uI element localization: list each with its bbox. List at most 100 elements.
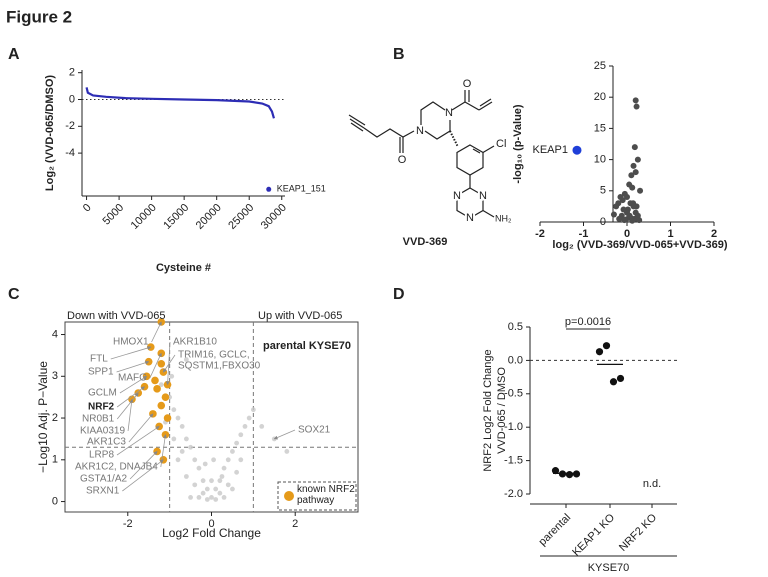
data-point: [200, 478, 206, 484]
data-point: [183, 436, 189, 442]
x-tick-label: 2: [711, 228, 717, 240]
data-point: [238, 457, 244, 463]
data-point: [188, 494, 193, 500]
x-tick-label: -2: [535, 228, 545, 240]
y-tick-label: -1.0: [504, 421, 523, 433]
annotation-arrow: [116, 360, 150, 373]
data-point: [169, 373, 175, 379]
atom-label: N: [453, 190, 461, 202]
atom-label: N: [416, 125, 424, 137]
annotation-label: MAFG: [118, 373, 147, 384]
y-axis-title: -log₁₀ (p-Value): [512, 104, 524, 184]
data-point: [157, 359, 166, 368]
y-tick-label: 2: [52, 412, 58, 424]
data-point: [192, 457, 198, 463]
annotation-label: AKR1C3: [87, 437, 126, 448]
point-label: KEAP1_151: [277, 184, 326, 194]
y-tick-label: -1.5: [504, 455, 523, 467]
data-point: [632, 169, 639, 176]
data-point: [637, 187, 644, 194]
y-tick-label: 1: [52, 454, 58, 466]
data-point: [204, 486, 210, 492]
data-point: [629, 217, 636, 224]
y-tick-label: 10: [594, 154, 606, 166]
data-point: [171, 436, 177, 442]
annotation-arrow: [149, 352, 162, 379]
atom-label: N: [466, 212, 474, 224]
annotation-label: AKR1C2, DNAJB4: [75, 462, 158, 473]
x-tick-label: 1: [667, 228, 673, 240]
data-point: [225, 482, 231, 488]
data-point: [192, 482, 198, 488]
data-point: [628, 172, 635, 179]
data-point: [284, 449, 290, 454]
y-tick-label: 0.5: [508, 321, 523, 333]
data-point: [631, 144, 638, 151]
data-point: [159, 368, 168, 376]
chemical-structure: [348, 90, 495, 219]
region-label: Up with VVD-065: [258, 310, 342, 322]
data-point: [183, 474, 189, 479]
x-tick-label: 15000: [161, 202, 191, 232]
data-point: [196, 465, 202, 471]
data-point: [200, 490, 206, 496]
y-tick-label: 0: [52, 495, 58, 507]
data-point: [602, 342, 611, 350]
nd-label: n.d.: [643, 478, 661, 490]
y-tick-label: 5: [600, 185, 606, 197]
data-point: [630, 162, 637, 169]
data-point: [636, 217, 643, 224]
data-point: [183, 357, 189, 362]
y-tick-label: 0: [69, 93, 75, 105]
data-point: [551, 467, 560, 475]
data-point: [572, 470, 581, 478]
data-line: [85, 87, 275, 119]
data-point: [246, 415, 252, 421]
data-point: [209, 494, 214, 500]
x-tick-label: 0: [81, 202, 94, 215]
x-tick-label: KEAP1 KO: [570, 511, 617, 558]
data-point: [153, 385, 161, 393]
atom-labels: O N N O Cl N N N NH₂ VVD-369: [398, 78, 512, 248]
data-point: [610, 211, 617, 218]
data-point: [250, 407, 256, 413]
atom-label: O: [463, 78, 472, 90]
p-value-label: p=0.0016: [565, 316, 611, 328]
annotation-arrow: [122, 459, 164, 492]
legend-label: known NRF2 pathway: [297, 484, 355, 506]
data-point: [202, 461, 208, 467]
annotation-label: KIAA0319: [80, 426, 125, 437]
annotation-label: HMOX1: [113, 337, 149, 348]
data-point: [157, 401, 166, 410]
annotation-arrow: [165, 341, 171, 386]
y-tick-label: -2.0: [504, 488, 523, 500]
x-tick-label: parental: [537, 512, 574, 549]
annotation-arrow: [110, 346, 152, 360]
data-point: [617, 194, 624, 201]
atom-label: N: [445, 107, 453, 119]
annotation-arrow: [162, 354, 176, 373]
data-point: [234, 440, 240, 446]
data-point: [209, 478, 214, 484]
annotation-label: SRXN1: [86, 486, 120, 497]
data-point: [633, 103, 640, 110]
data-point: [225, 457, 231, 463]
data-point: [595, 348, 604, 356]
panel-label: D: [393, 286, 405, 303]
x-axis-title: Log2 Fold Change: [162, 526, 261, 540]
data-point: [609, 378, 618, 386]
data-point: [221, 494, 227, 500]
y-tick-label: 2: [69, 67, 75, 79]
data-point: [613, 203, 620, 210]
data-point: [238, 432, 244, 438]
annotation-label: SPP1: [88, 367, 114, 378]
point-label: KEAP1: [533, 144, 568, 156]
data-point: [242, 423, 248, 429]
panel-label: A: [8, 46, 20, 63]
data-point: [633, 203, 640, 210]
data-point: [616, 215, 623, 222]
data-point: [565, 471, 574, 479]
group-label: KYSE70: [588, 562, 630, 574]
y-tick-label: -0.5: [504, 388, 523, 400]
